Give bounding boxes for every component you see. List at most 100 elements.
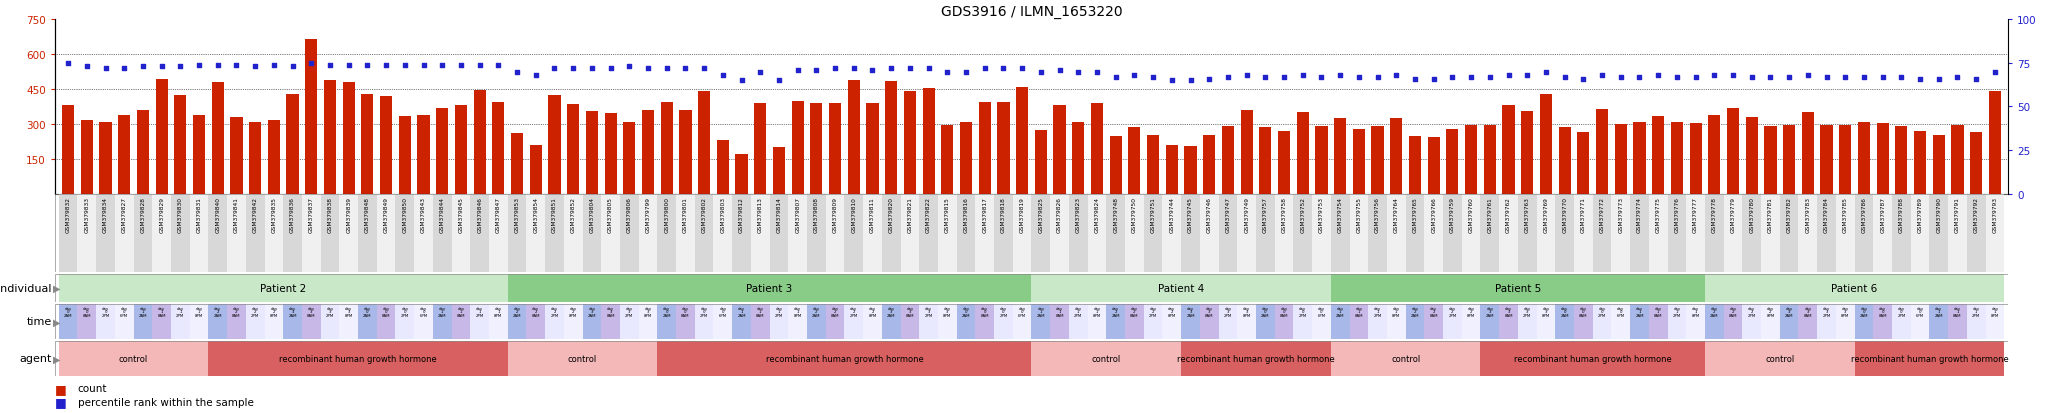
Text: day
0
2PM: day 0 2PM [1896,306,1905,317]
Bar [250,122,262,195]
Text: day
1
2AM: day 1 2AM [1335,306,1343,317]
Text: day
3
8AM: day 3 8AM [905,306,913,317]
Point [725,78,758,84]
Bar [453,304,471,339]
Text: GSM379822: GSM379822 [926,197,932,233]
Bar [1503,106,1516,195]
Text: GSM379782: GSM379782 [1786,197,1792,233]
Text: day
0
8AM: day 0 8AM [82,306,90,317]
Text: day
2
8AM: day 2 8AM [1729,306,1737,317]
Bar [1704,304,1724,339]
Text: agent: agent [20,354,51,363]
Bar [1462,195,1481,272]
Text: GSM379785: GSM379785 [1843,197,1847,233]
Bar [1667,195,1686,272]
Text: GSM379761: GSM379761 [1487,197,1493,233]
Bar [676,195,694,272]
Bar [545,304,563,339]
Point [164,64,197,70]
Bar [1391,119,1403,195]
Text: day
3
8AM: day 3 8AM [606,306,614,317]
Text: GSM379805: GSM379805 [608,197,612,233]
Text: GSM379817: GSM379817 [983,197,987,233]
Text: day
0
2PM: day 0 2PM [102,306,111,317]
Bar [883,195,901,272]
Bar [1200,304,1219,339]
Bar [1634,122,1645,195]
Text: day
0
6PM: day 0 6PM [719,306,727,317]
Point [651,66,684,72]
Bar [1798,195,1817,272]
Text: GSM379791: GSM379791 [1956,197,1960,233]
Text: day
1
2AM: day 1 2AM [1935,306,1944,317]
Bar [59,304,78,339]
Text: GSM379830: GSM379830 [178,197,182,233]
Text: GSM379832: GSM379832 [66,197,70,233]
Bar [844,195,862,272]
Text: day
2
8PM: day 2 8PM [569,306,578,317]
Text: ▶: ▶ [53,283,61,293]
Bar [305,40,317,195]
Bar [1423,195,1444,272]
Point [1305,74,1337,81]
Text: day
2
8AM: day 2 8AM [1130,306,1139,317]
Point [500,69,532,76]
Bar [1331,274,1704,302]
Text: day
2
8PM: day 2 8PM [270,306,279,317]
Point [1624,74,1657,81]
Bar [1182,195,1200,272]
Text: day
3
2PM: day 3 2PM [1225,306,1233,317]
Bar [1614,125,1626,195]
Text: GSM379835: GSM379835 [272,197,276,233]
Text: day
2
2PM: day 2 2PM [1747,306,1755,317]
Text: day
1
2PM: day 1 2PM [1673,306,1681,317]
Bar [1653,116,1665,195]
Bar [956,304,975,339]
Text: day
1
2AM: day 1 2AM [1634,306,1645,317]
Bar [1522,112,1534,195]
Bar [1163,304,1182,339]
Point [1905,76,1937,83]
Text: ▶: ▶ [53,317,61,327]
Bar [1704,274,2005,302]
Text: GSM379784: GSM379784 [1825,197,1829,233]
Bar [209,195,227,272]
Point [1249,74,1282,81]
Bar [360,95,373,195]
Bar [530,146,543,195]
Bar [1255,304,1274,339]
Text: GSM379828: GSM379828 [141,197,145,233]
Bar [526,304,545,339]
Bar [1427,138,1440,195]
Bar [489,195,508,272]
Text: GSM379745: GSM379745 [1188,197,1194,233]
Point [874,66,907,72]
Bar [848,81,860,195]
Point [819,66,852,72]
Text: day
2
8PM: day 2 8PM [1765,306,1774,317]
Bar [657,341,1032,376]
Bar [586,112,598,195]
Bar [938,195,956,272]
Bar [1575,304,1593,339]
Bar [80,121,92,195]
Text: day
1
8PM: day 1 8PM [1991,306,1999,317]
Text: day
3
2AM: day 3 2AM [1786,306,1794,317]
Text: day
2
2PM: day 2 2PM [551,306,559,317]
Text: GSM379837: GSM379837 [309,197,313,233]
Bar [1016,88,1028,195]
Bar [1110,136,1122,195]
Point [1042,67,1075,74]
Text: GSM379843: GSM379843 [422,197,426,233]
Text: recombinant human growth hormone: recombinant human growth hormone [1178,354,1335,363]
Bar [1032,195,1051,272]
Point [127,64,160,70]
Text: count: count [78,384,106,394]
Point [1567,76,1599,83]
Text: Patient 6: Patient 6 [1831,283,1878,293]
Bar [713,304,733,339]
Text: time: time [27,317,51,327]
Bar [1481,341,1704,376]
Bar [190,304,209,339]
Bar [621,195,639,272]
